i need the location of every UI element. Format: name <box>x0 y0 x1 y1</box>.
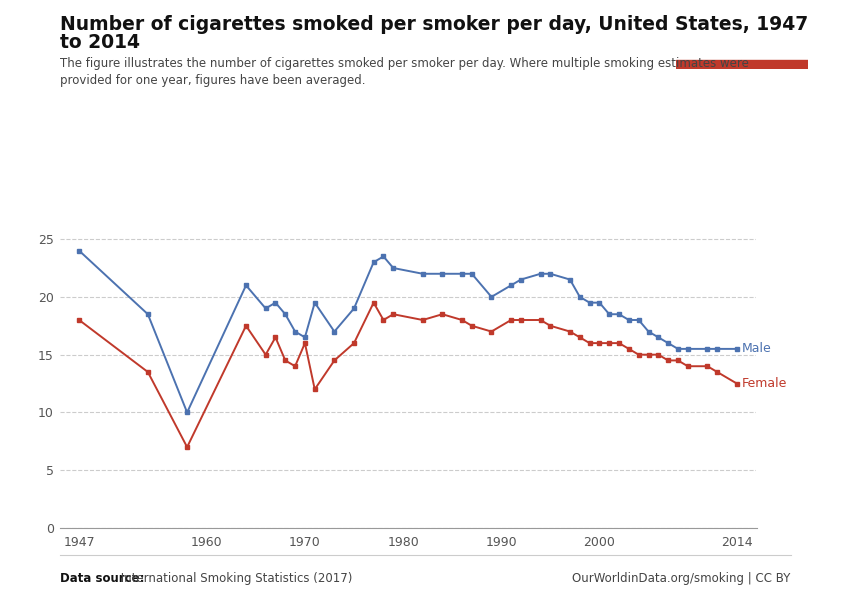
Text: Data source:: Data source: <box>60 572 144 585</box>
Text: The figure illustrates the number of cigarettes smoked per smoker per day. Where: The figure illustrates the number of cig… <box>60 57 748 87</box>
Text: Our World: Our World <box>711 21 772 31</box>
Text: Female: Female <box>742 377 787 390</box>
Text: Male: Male <box>742 343 772 355</box>
Text: International Smoking Statistics (2017): International Smoking Statistics (2017) <box>117 572 353 585</box>
Text: in Data: in Data <box>720 38 763 48</box>
Text: OurWorldinData.org/smoking | CC BY: OurWorldinData.org/smoking | CC BY <box>572 572 791 585</box>
Bar <box>676 60 807 69</box>
Text: to 2014: to 2014 <box>60 33 139 52</box>
Text: Number of cigarettes smoked per smoker per day, United States, 1947: Number of cigarettes smoked per smoker p… <box>60 15 807 34</box>
